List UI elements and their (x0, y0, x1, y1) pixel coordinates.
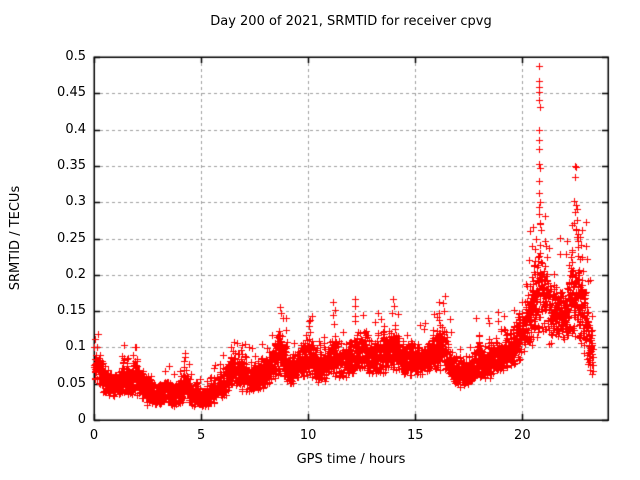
y-tick-label: 0.15 (57, 303, 86, 319)
y-tick-label: 0.35 (57, 157, 86, 173)
y-tick-label: 0 (77, 412, 86, 427)
x-tick-label: 10 (299, 428, 317, 443)
x-tick-label: 0 (89, 428, 99, 443)
y-tick-label: 0.1 (65, 339, 86, 355)
chart-title: Day 200 of 2021, SRMTID for receiver cpv… (210, 14, 492, 29)
x-tick-label: 20 (514, 428, 531, 443)
y-tick-label: 0.4 (65, 121, 86, 137)
y-tick-label: 0.5 (65, 49, 86, 64)
x-axis-label: GPS time / hours (296, 452, 406, 467)
y-tick-label: 0.3 (65, 194, 86, 210)
y-tick-label: 0.45 (57, 85, 86, 101)
x-tick-label: 5 (196, 428, 206, 443)
y-tick-label: 0.05 (57, 375, 86, 391)
y-tick-label: 0.2 (65, 266, 86, 282)
y-tick-label: 0.25 (57, 230, 86, 246)
x-tick-label: 15 (406, 428, 424, 443)
